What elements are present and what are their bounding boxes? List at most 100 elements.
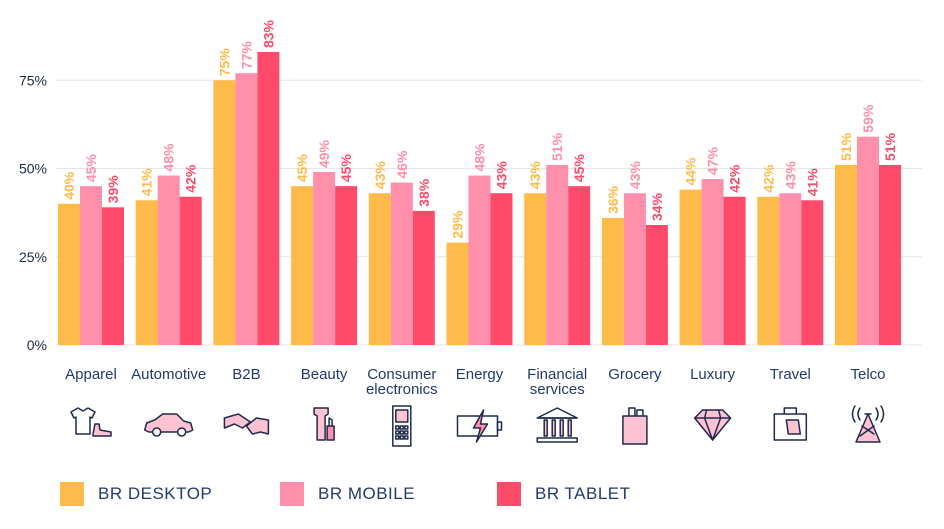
data-label: 77% xyxy=(238,41,254,70)
legend-label-desktop: BR DESKTOP xyxy=(98,484,213,503)
bar xyxy=(568,186,591,345)
data-label: 49% xyxy=(316,139,332,168)
data-label: 42% xyxy=(183,164,199,193)
bar xyxy=(645,224,668,345)
category-label: Telco xyxy=(850,366,885,383)
bar xyxy=(390,182,413,345)
bar xyxy=(490,193,513,345)
cosmetics-icon xyxy=(313,407,335,441)
legend-item-mobile: BR MOBILE xyxy=(280,481,415,507)
data-label: 51% xyxy=(838,132,854,161)
data-label: 39% xyxy=(105,175,121,204)
legend-swatch-mobile xyxy=(280,482,304,506)
data-label: 41% xyxy=(804,168,820,197)
bar xyxy=(58,203,80,345)
category-label: Financial services xyxy=(527,366,587,398)
data-label: 43% xyxy=(782,161,798,190)
bar xyxy=(102,207,124,345)
bar xyxy=(235,73,258,345)
bar xyxy=(801,200,824,345)
diamond-icon xyxy=(693,409,732,441)
bar xyxy=(412,210,435,345)
data-label: 47% xyxy=(705,147,721,176)
phone-icon xyxy=(392,405,412,447)
bar xyxy=(213,80,236,345)
bar xyxy=(368,193,391,345)
category-label: Energy xyxy=(456,366,504,383)
data-label: 59% xyxy=(860,104,876,133)
bar xyxy=(679,189,702,345)
antenna-icon xyxy=(851,405,885,443)
data-label: 29% xyxy=(450,210,466,239)
bar xyxy=(835,164,857,345)
data-label: 48% xyxy=(161,143,177,172)
bar xyxy=(179,196,202,345)
data-label: 41% xyxy=(139,168,155,197)
chart-legend: BR DESKTOP BR MOBILE BR TABLET xyxy=(60,481,920,511)
legend-swatch-tablet xyxy=(497,482,521,506)
data-label: 45% xyxy=(294,154,310,183)
data-label: 34% xyxy=(649,192,665,221)
category-label: Automotive xyxy=(131,366,206,383)
data-label: 45% xyxy=(571,154,587,183)
data-label: 51% xyxy=(882,132,898,161)
legend-label-tablet: BR TABLET xyxy=(535,484,631,503)
category-label: Grocery xyxy=(608,366,662,383)
battery-icon xyxy=(456,409,503,443)
grocery-bag-icon xyxy=(622,407,648,445)
data-label: 83% xyxy=(260,19,276,48)
data-label: 45% xyxy=(338,154,354,183)
data-label: 44% xyxy=(683,157,699,186)
legend-item-tablet: BR TABLET xyxy=(497,481,631,507)
data-label: 42% xyxy=(760,164,776,193)
data-label: 46% xyxy=(394,150,410,179)
handshake-icon xyxy=(223,413,270,435)
data-label: 40% xyxy=(61,171,77,200)
bar xyxy=(857,136,879,345)
data-label: 42% xyxy=(727,164,743,193)
data-label: 38% xyxy=(416,178,432,207)
legend-swatch-desktop xyxy=(60,482,84,506)
bar xyxy=(313,172,336,345)
bar xyxy=(779,193,802,345)
legend-item-desktop: BR DESKTOP xyxy=(60,481,212,507)
y-tick-label: 50% xyxy=(19,161,47,177)
data-label: 43% xyxy=(527,161,543,190)
data-label: 45% xyxy=(83,154,99,183)
bar xyxy=(335,186,358,345)
car-icon xyxy=(143,413,194,437)
data-label: 48% xyxy=(472,143,488,172)
data-label: 43% xyxy=(372,161,388,190)
data-label: 36% xyxy=(605,185,621,214)
bar xyxy=(157,175,180,345)
bank-icon xyxy=(536,407,578,443)
category-label: Consumer electronics xyxy=(366,366,438,398)
bar xyxy=(701,179,724,345)
data-label: 43% xyxy=(494,161,510,190)
category-label: Apparel xyxy=(65,366,117,383)
bar xyxy=(546,164,569,345)
y-tick-label: 0% xyxy=(27,337,47,353)
bar xyxy=(135,200,158,345)
suitcase-icon xyxy=(773,407,808,441)
bar xyxy=(601,217,624,345)
y-tick-label: 25% xyxy=(19,249,47,265)
bar xyxy=(468,175,491,345)
bar xyxy=(524,193,547,345)
bar xyxy=(80,186,102,345)
bar xyxy=(723,196,746,345)
bar-chart: 0% 25% 50% 75% 40% 45% 39% Apparel 41% 48% 42% Auto… xyxy=(19,19,922,447)
y-tick-label: 75% xyxy=(19,72,47,88)
category-label: Luxury xyxy=(690,366,736,383)
apparel-icon xyxy=(70,407,112,437)
bar xyxy=(757,196,780,345)
legend-label-mobile: BR MOBILE xyxy=(318,484,416,503)
bar xyxy=(291,186,314,345)
bar xyxy=(257,52,280,345)
bar xyxy=(446,242,469,345)
data-label: 51% xyxy=(549,132,565,161)
category-label: Beauty xyxy=(301,366,348,383)
category-label: B2B xyxy=(232,366,260,383)
bar xyxy=(879,164,901,345)
data-label: 43% xyxy=(627,161,643,190)
